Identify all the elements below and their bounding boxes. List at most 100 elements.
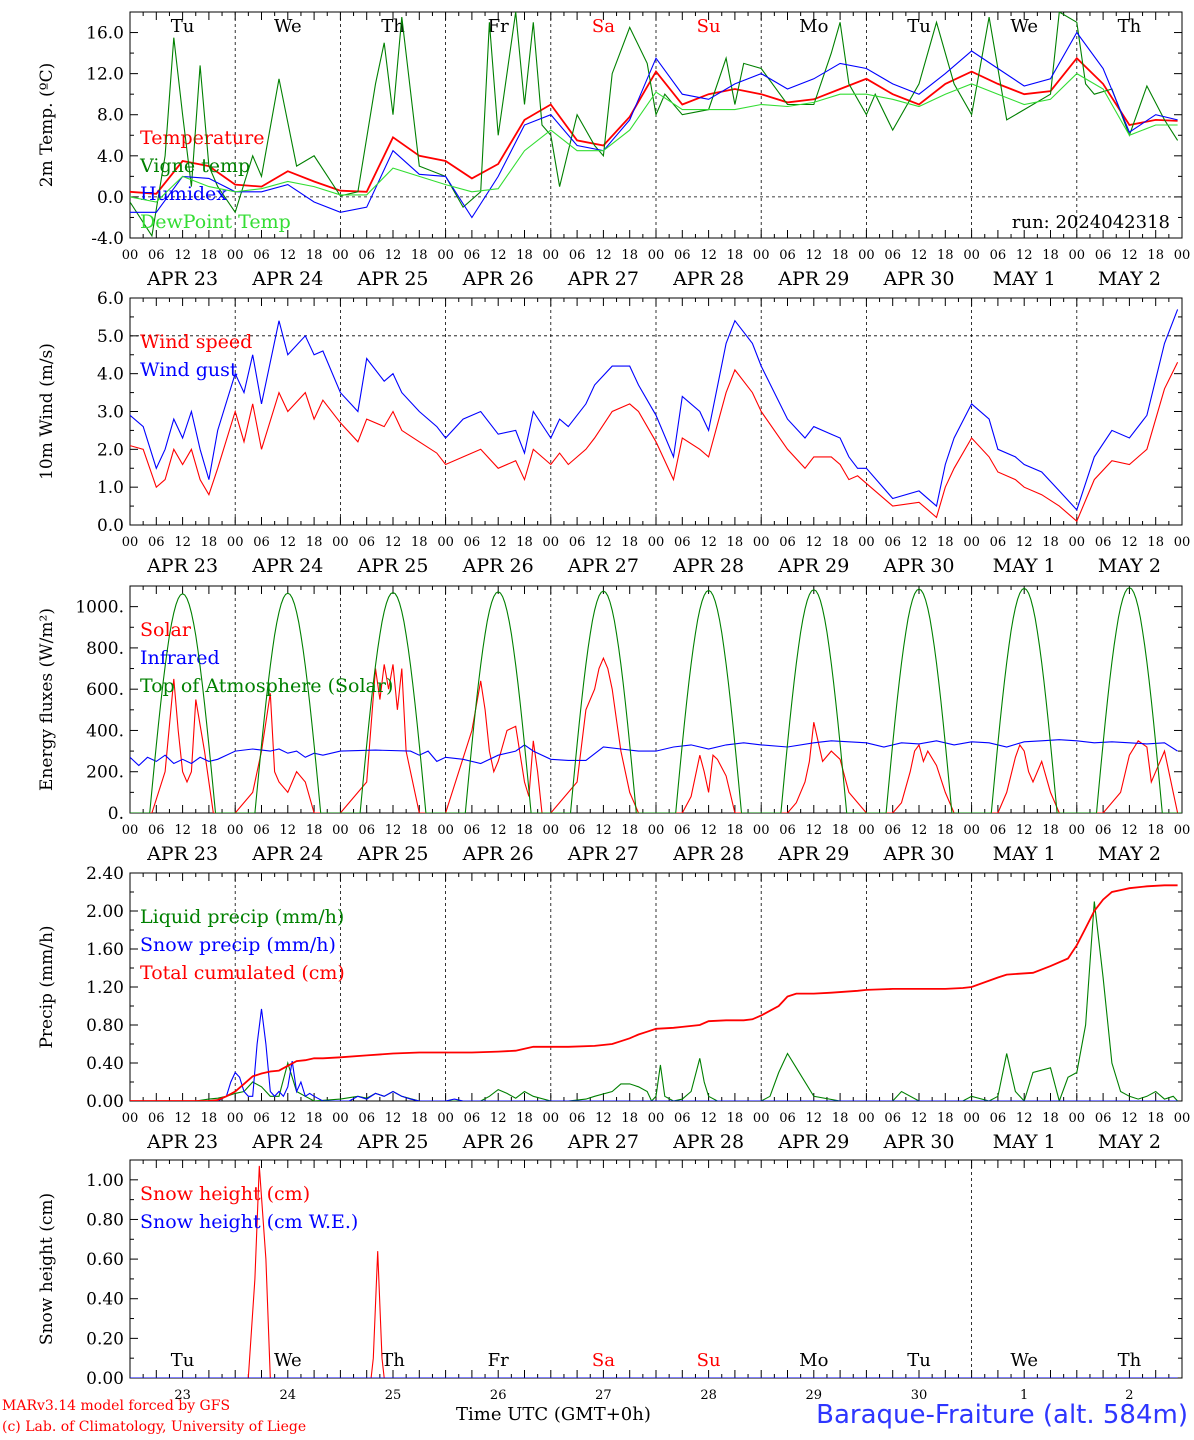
hour-label: 06 [990, 535, 1007, 550]
hour-label: 12 [911, 1111, 928, 1126]
hour-label: 00 [227, 823, 244, 838]
hour-label: 18 [1042, 535, 1059, 550]
hour-label: 12 [595, 823, 612, 838]
hour-label: 00 [1174, 823, 1191, 838]
date-label: APR 24 [251, 268, 323, 290]
date-label: MAY 2 [1098, 268, 1161, 290]
weekday-label: Su [697, 1350, 721, 1371]
hour-label: 00 [963, 823, 980, 838]
hour-label: 12 [174, 248, 191, 263]
y-axis-label: Precip (mm/h) [37, 925, 57, 1048]
hour-label: 18 [832, 248, 849, 263]
hour-label: 06 [253, 248, 270, 263]
hour-label: 12 [1016, 823, 1033, 838]
date-label: APR 30 [882, 555, 954, 577]
y-tick-label: 2.00 [86, 902, 124, 922]
station-name: Baraque-Fraiture (alt. 584m) [816, 1400, 1188, 1430]
hour-label: 18 [832, 823, 849, 838]
hour-label: 00 [122, 248, 139, 263]
hour-label: 18 [621, 823, 638, 838]
hour-label: 12 [911, 535, 928, 550]
y-tick-label: 600. [86, 680, 124, 700]
legend-entry: Total cumulated (cm) [140, 962, 345, 984]
hour-label: 18 [516, 823, 533, 838]
hour-label: 06 [779, 823, 796, 838]
hour-label: 12 [700, 535, 717, 550]
hour-label: 06 [569, 1111, 586, 1126]
hour-label: 00 [332, 535, 349, 550]
hour-label: 06 [464, 1111, 481, 1126]
hour-label: 06 [569, 248, 586, 263]
hour-label: 06 [148, 823, 165, 838]
date-label: MAY 2 [1098, 1131, 1161, 1153]
hour-label: 18 [411, 1111, 428, 1126]
weekday-label: Th [381, 1350, 405, 1371]
hour-label: 06 [674, 1111, 691, 1126]
legend-entry: Temperature [140, 127, 264, 149]
hour-label: 12 [1121, 535, 1138, 550]
date-label: APR 23 [146, 1131, 218, 1153]
date-label: APR 25 [356, 268, 428, 290]
y-tick-label: 12.0 [86, 65, 124, 85]
y-tick-label: 2.0 [97, 440, 124, 460]
hour-label: 12 [1121, 1111, 1138, 1126]
date-label: APR 25 [356, 843, 428, 865]
series-line-top-of-atmosphere-solar- [130, 587, 1182, 813]
date-label: MAY 2 [1098, 843, 1161, 865]
hour-label: 06 [148, 248, 165, 263]
y-tick-label: 1.20 [86, 978, 124, 998]
y-tick-label: 0.80 [86, 1210, 124, 1230]
date-label: MAY 1 [993, 268, 1056, 290]
series-line-infrared [130, 739, 1178, 767]
hour-label: 12 [490, 248, 507, 263]
hour-label: 06 [569, 535, 586, 550]
hour-label: 06 [884, 248, 901, 263]
legend-entry: Top of Atmosphere (Solar) [140, 675, 393, 697]
hour-label: 00 [332, 1111, 349, 1126]
hour-label: 12 [280, 1111, 297, 1126]
date-label: APR 27 [567, 555, 639, 577]
hour-label: 00 [963, 248, 980, 263]
hour-label: 00 [963, 1111, 980, 1126]
hour-label: 12 [595, 248, 612, 263]
hour-label: 00 [437, 535, 454, 550]
y-tick-label: 800. [86, 639, 124, 659]
date-label: APR 26 [462, 1131, 534, 1153]
y-tick-label: 0.40 [86, 1290, 124, 1310]
hour-label: 12 [385, 823, 402, 838]
hour-label: 18 [621, 535, 638, 550]
hour-label: 12 [1121, 248, 1138, 263]
hour-label: 06 [464, 535, 481, 550]
weekday-label: Tu [171, 1350, 195, 1371]
hour-label: 06 [464, 823, 481, 838]
hour-label: 12 [806, 535, 823, 550]
hour-label: 00 [332, 823, 349, 838]
hour-label: 12 [806, 1111, 823, 1126]
hour-label: 12 [280, 248, 297, 263]
date-label: APR 30 [882, 268, 954, 290]
hour-label: 06 [148, 535, 165, 550]
hour-label: 00 [1069, 823, 1086, 838]
hour-label: 18 [1147, 823, 1164, 838]
hour-label: 12 [700, 823, 717, 838]
hour-label: 00 [1069, 535, 1086, 550]
hour-label: 12 [806, 823, 823, 838]
series-line-wind-gust [130, 309, 1179, 511]
weekday-label: Fr [488, 1350, 509, 1371]
hour-label: 18 [1147, 535, 1164, 550]
hour-label: 06 [464, 248, 481, 263]
hour-label: 18 [1147, 1111, 1164, 1126]
hour-label: 00 [648, 248, 665, 263]
legend-entry: Liquid precip (mm/h) [140, 906, 344, 928]
hour-label: 06 [779, 1111, 796, 1126]
legend-entry: Snow height (cm) [140, 1183, 310, 1205]
panel-3: 0. 200. 400. 600. 800. 1000. Energy fluxes (W/… [37, 585, 1191, 865]
hour-label: 06 [990, 1111, 1007, 1126]
weekday-label: We [274, 16, 302, 37]
y-axis-label: Snow height (cm) [37, 1193, 57, 1345]
y-tick-label: 1.00 [86, 1171, 124, 1191]
weekday-label: We [1010, 16, 1038, 37]
hour-label: 12 [700, 248, 717, 263]
date-label: APR 25 [356, 1131, 428, 1153]
hour-label: 06 [569, 823, 586, 838]
